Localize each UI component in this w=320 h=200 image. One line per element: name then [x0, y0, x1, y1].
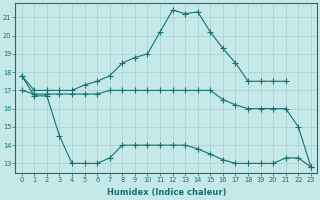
X-axis label: Humidex (Indice chaleur): Humidex (Indice chaleur) — [107, 188, 226, 197]
